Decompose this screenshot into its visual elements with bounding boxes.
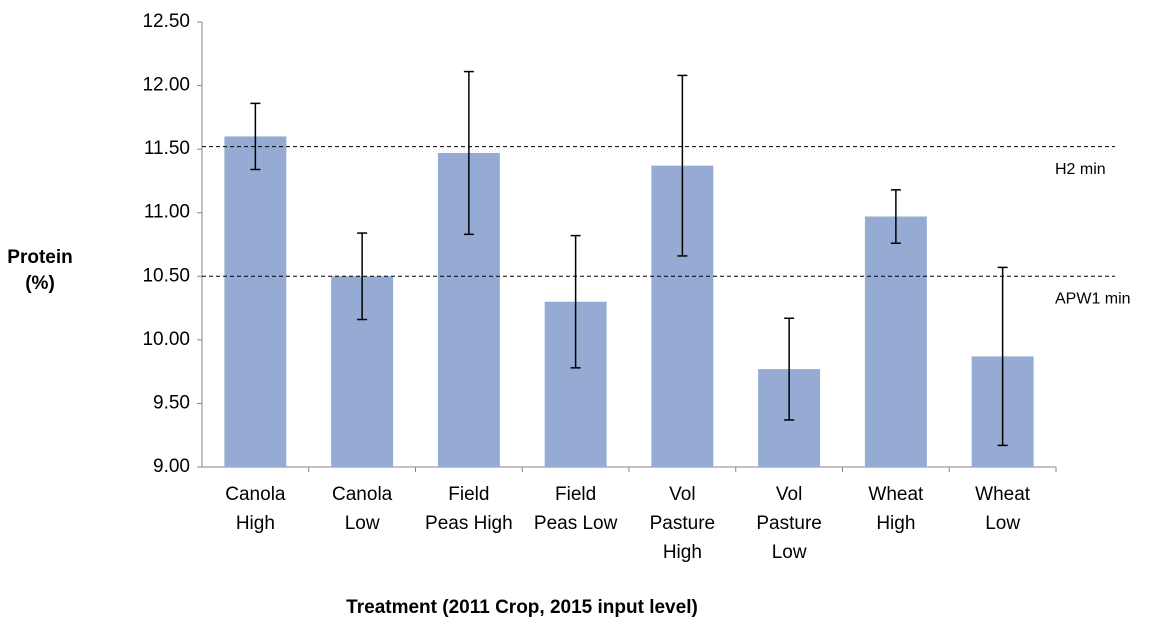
- y-tick-label: 10.50: [142, 265, 190, 286]
- x-tick-label: Wheat: [868, 484, 924, 505]
- y-axis-title: (%): [25, 273, 55, 294]
- x-tick-label: Field: [555, 484, 596, 505]
- error-bar: [463, 70, 474, 236]
- x-tick-label: High: [663, 542, 702, 563]
- x-tick-label: Canola: [332, 484, 393, 505]
- x-tick-label: High: [876, 513, 915, 534]
- error-bar: [250, 102, 261, 171]
- y-axis-title: Protein: [7, 247, 72, 268]
- y-tick-label: 9.50: [153, 392, 190, 413]
- x-tick-label: Field: [448, 484, 489, 505]
- error-bar: [677, 74, 688, 257]
- x-tick-label: Vol: [776, 484, 802, 505]
- error-bar: [784, 317, 795, 421]
- x-tick-label: Low: [345, 513, 380, 534]
- y-tick-label: 12.00: [142, 75, 190, 96]
- x-tick-label: Pasture: [650, 513, 715, 534]
- x-tick-label: Wheat: [975, 484, 1031, 505]
- x-axis-title: Treatment (2011 Crop, 2015 input level): [346, 597, 698, 618]
- x-tick-label: Peas Low: [534, 513, 618, 534]
- bar: [864, 216, 927, 467]
- x-tick-label: Low: [985, 513, 1020, 534]
- x-tick-label: Pasture: [756, 513, 821, 534]
- error-bar: [357, 232, 368, 321]
- x-tick-label: Canola: [225, 484, 286, 505]
- reference-label: APW1 min: [1055, 291, 1131, 308]
- error-bar: [890, 189, 901, 244]
- x-tick-label: Peas High: [425, 513, 513, 534]
- y-tick-label: 11.00: [144, 202, 190, 223]
- error-bar: [997, 266, 1008, 447]
- error-bar: [570, 234, 581, 369]
- y-tick-label: 12.50: [142, 11, 190, 32]
- x-tick-label: Vol: [669, 484, 695, 505]
- y-tick-label: 9.00: [153, 456, 190, 477]
- x-tick-label: High: [236, 513, 275, 534]
- bar: [224, 136, 287, 467]
- x-tick-label: Low: [772, 542, 807, 563]
- y-tick-label: 10.00: [142, 329, 190, 350]
- y-tick-label: 11.50: [144, 138, 190, 159]
- reference-label: H2 min: [1055, 161, 1106, 178]
